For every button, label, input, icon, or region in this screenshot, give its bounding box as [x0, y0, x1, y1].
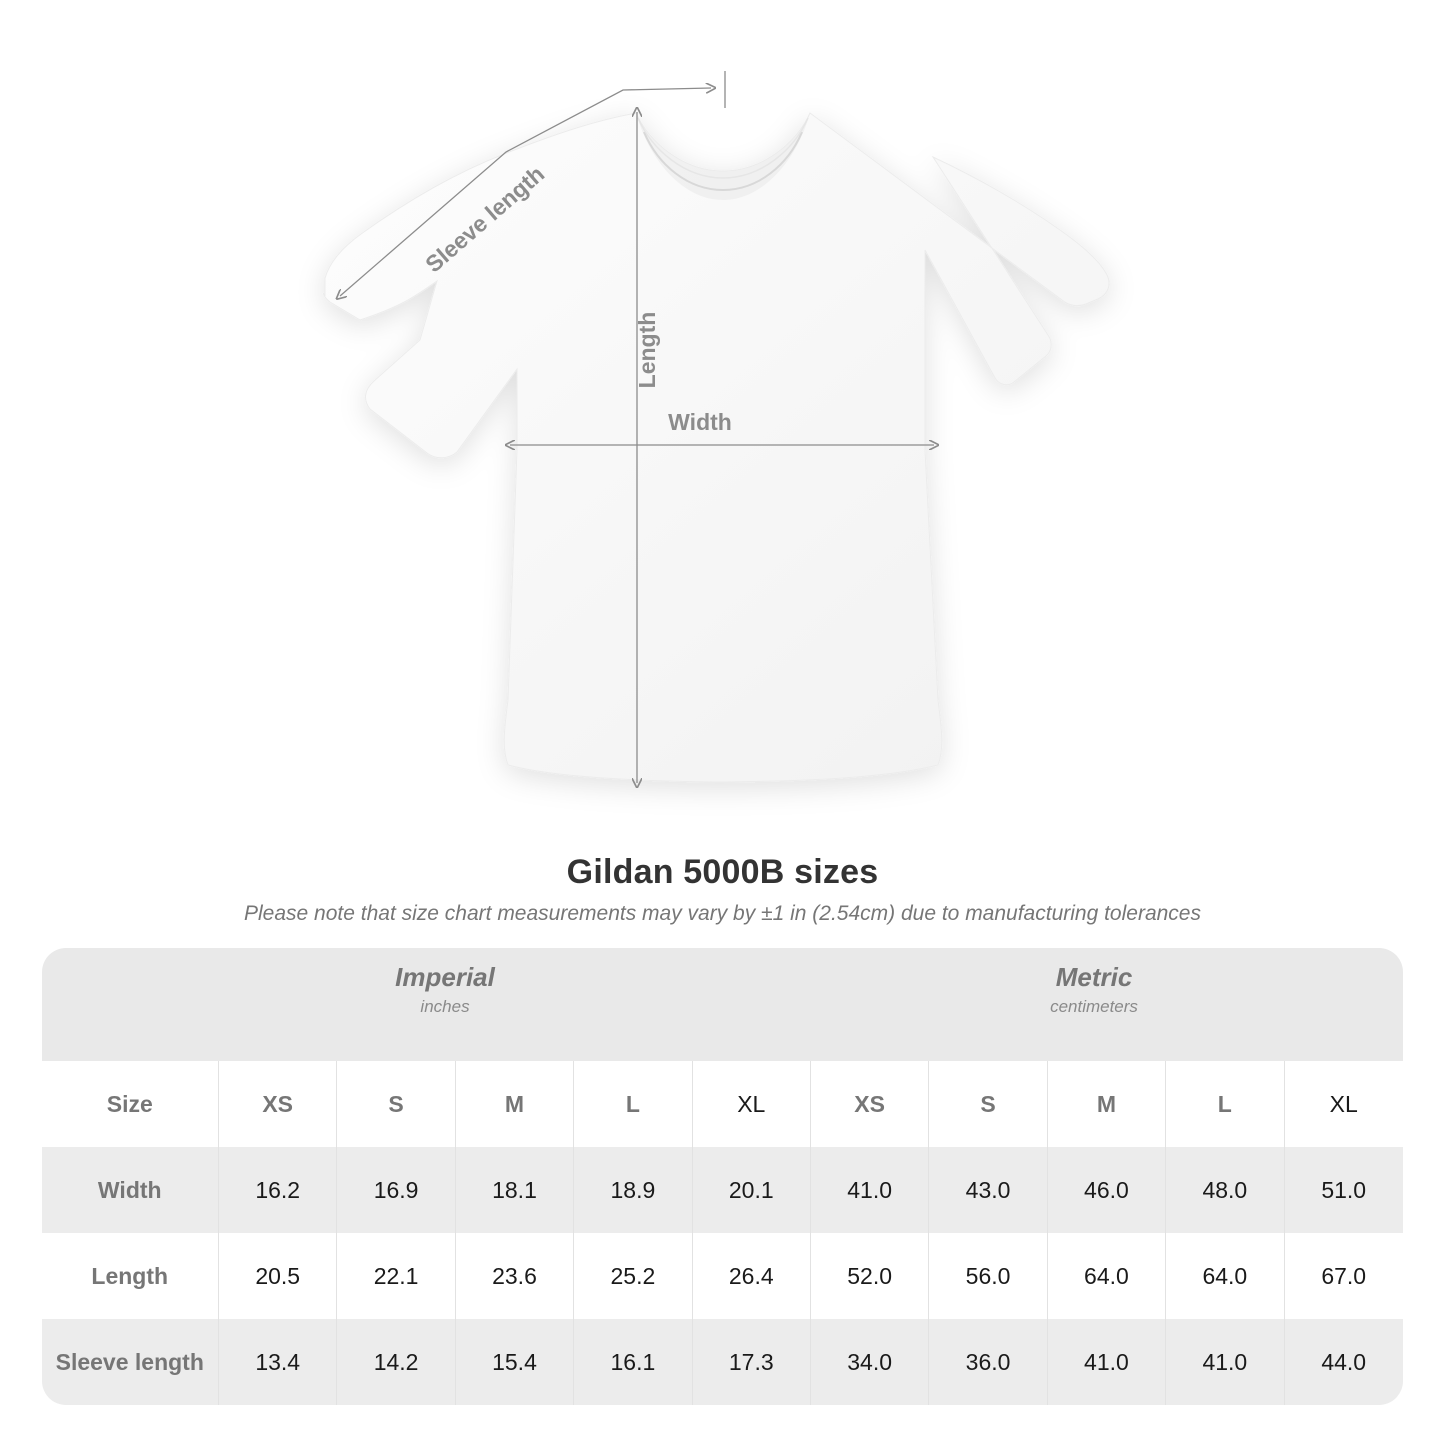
svg-text:Width: Width [668, 409, 732, 435]
svg-text:Length: Length [634, 312, 660, 389]
